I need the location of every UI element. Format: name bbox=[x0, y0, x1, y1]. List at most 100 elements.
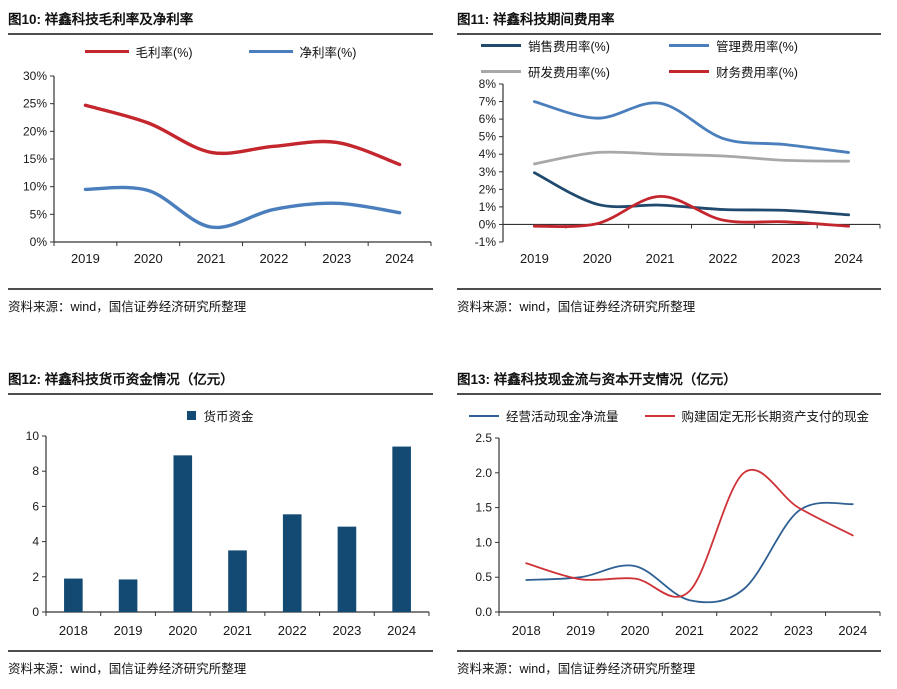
y-tick-label: 15% bbox=[23, 152, 47, 166]
y-tick-label: 6 bbox=[32, 499, 39, 513]
x-tick-label: 2022 bbox=[729, 623, 758, 638]
x-tick-label: 2020 bbox=[134, 251, 163, 266]
y-tick-label: 2.0 bbox=[475, 466, 492, 480]
x-tick-label: 2019 bbox=[114, 623, 143, 638]
y-tick-label: 2 bbox=[32, 570, 39, 584]
y-tick-label: 4% bbox=[479, 147, 497, 161]
x-tick-label: 2023 bbox=[771, 251, 800, 266]
title-rule bbox=[457, 393, 881, 395]
line-chart-margins: 0% 5% 10% 15% 20% 25% 30% 2019 2020 2021 2022 2023 2… bbox=[23, 69, 432, 266]
bar-chart-cash: 0 2 4 6 8 10 2018 2019 2020 2021 2022 2023 2024 bbox=[26, 429, 430, 638]
legend-item: 货币资金 bbox=[187, 406, 254, 425]
legend-item: 毛利率(%) bbox=[84, 42, 193, 61]
legend-line-swatch bbox=[669, 70, 709, 73]
title-rule bbox=[8, 33, 433, 35]
y-tick-label: 1.5 bbox=[475, 501, 492, 515]
y-tick-label: 0% bbox=[479, 217, 497, 231]
y-tick-label: 7% bbox=[479, 95, 497, 109]
legend-label: 管理费用率(%) bbox=[716, 40, 798, 54]
legend-label: 毛利率(%) bbox=[135, 46, 193, 60]
legend-label: 净利率(%) bbox=[299, 46, 357, 60]
y-tick-label: 10% bbox=[23, 180, 47, 194]
x-tick-label: 2023 bbox=[322, 251, 351, 266]
legend-label: 货币资金 bbox=[203, 410, 254, 424]
figure-13-cashflow-capex: 图13: 祥鑫科技现金流与资本开支情况（亿元） 经营活动现金净流量 购建固定无形长… bbox=[449, 352, 897, 689]
series-line-1 bbox=[83, 185, 402, 230]
series-line-0 bbox=[525, 501, 854, 604]
title-rule bbox=[8, 393, 433, 395]
x-tick-label: 2022 bbox=[259, 251, 288, 266]
figure-title: 图13: 祥鑫科技现金流与资本开支情况（亿元） bbox=[457, 372, 737, 387]
x-tick-label: 2021 bbox=[223, 623, 252, 638]
x-tick-label: 2021 bbox=[675, 623, 704, 638]
x-tick-label: 2020 bbox=[583, 251, 612, 266]
x-tick-label: 2023 bbox=[784, 623, 813, 638]
series-line-0 bbox=[83, 103, 402, 167]
figure-10-gross-net-margin: 图10: 祥鑫科技毛利率及净利率 毛利率(%) 净利率(%) 0% 5% 10% 15%… bbox=[0, 0, 449, 352]
y-tick-label: 5% bbox=[30, 207, 48, 221]
legend: 销售费用率(%) 管理费用率(%) 研发费用率(%) 财务费用率(%) bbox=[457, 36, 881, 81]
y-tick-label: -1% bbox=[475, 235, 497, 249]
source-note: 资料来源：wind，国信证券经济研究所整理 bbox=[8, 662, 247, 676]
x-tick-label: 2018 bbox=[512, 623, 541, 638]
title-rule bbox=[457, 33, 881, 35]
legend-line-swatch bbox=[669, 44, 709, 47]
bar-2020 bbox=[173, 455, 193, 612]
legend-item: 财务费用率(%) bbox=[669, 62, 857, 81]
source-rule bbox=[457, 288, 881, 290]
x-tick-label: 2021 bbox=[197, 251, 226, 266]
legend: 经营活动现金净流量 购建固定无形长期资产支付的现金 bbox=[457, 406, 881, 425]
series-line-2 bbox=[533, 150, 850, 166]
x-tick-label: 2019 bbox=[71, 251, 100, 266]
y-tick-label: 20% bbox=[23, 124, 47, 138]
x-tick-label: 2020 bbox=[168, 623, 197, 638]
legend-label: 销售费用率(%) bbox=[528, 40, 610, 54]
line-chart-cashflow: 0.0 0.5 1.0 1.5 2.0 2.5 2018 2019 2020 2021 2022 20… bbox=[475, 431, 881, 638]
figure-12-cash-holdings: 图12: 祥鑫科技货币资金情况（亿元） 货币资金 0 2 4 6 8 10 2018 2019… bbox=[0, 352, 449, 689]
source-note: 资料来源：wind，国信证券经济研究所整理 bbox=[457, 300, 696, 314]
y-tick-label: 8% bbox=[479, 77, 497, 91]
y-tick-label: 8 bbox=[32, 464, 39, 478]
x-tick-label: 2024 bbox=[834, 251, 863, 266]
figure-title: 图10: 祥鑫科技毛利率及净利率 bbox=[8, 12, 194, 27]
y-tick-label: 1.0 bbox=[475, 535, 492, 549]
legend-label: 研发费用率(%) bbox=[528, 66, 610, 80]
series-line-0 bbox=[533, 171, 850, 217]
legend-line-swatch bbox=[644, 414, 675, 417]
series-line-1 bbox=[525, 469, 854, 598]
y-tick-label: 5% bbox=[479, 130, 497, 144]
x-tick-label: 2020 bbox=[621, 623, 650, 638]
bar-2024 bbox=[392, 446, 411, 612]
legend: 货币资金 bbox=[8, 406, 433, 425]
y-tick-label: 6% bbox=[479, 112, 497, 126]
bar-2018 bbox=[64, 578, 83, 612]
y-tick-label: 30% bbox=[23, 69, 47, 83]
x-tick-label: 2022 bbox=[278, 623, 307, 638]
line-chart-expense-ratios: -1% 0% 1% 2% 3% 4% 5% 6% 7% 8% 2019 2020 2021 2022 202… bbox=[475, 77, 881, 266]
figure-11-expense-ratios: 图11: 祥鑫科技期间费用率 销售费用率(%) 管理费用率(%) 研发费用率(%) 财… bbox=[449, 0, 897, 352]
y-tick-label: 2% bbox=[479, 182, 497, 196]
source-note: 资料来源：wind，国信证券经济研究所整理 bbox=[8, 300, 247, 314]
x-tick-label: 2022 bbox=[708, 251, 737, 266]
legend-label: 财务费用率(%) bbox=[716, 66, 798, 80]
series-line-3 bbox=[533, 194, 850, 228]
y-tick-label: 0% bbox=[30, 235, 48, 249]
legend-label: 购建固定无形长期资产支付的现金 bbox=[681, 410, 870, 424]
legend-line-swatch bbox=[481, 70, 521, 73]
legend-item: 经营活动现金净流量 bbox=[468, 406, 619, 425]
x-tick-label: 2023 bbox=[332, 623, 361, 638]
x-tick-label: 2021 bbox=[646, 251, 675, 266]
legend-line-swatch bbox=[468, 414, 499, 417]
legend-item: 管理费用率(%) bbox=[669, 36, 857, 55]
x-tick-label: 2019 bbox=[520, 251, 549, 266]
legend-item: 研发费用率(%) bbox=[481, 62, 669, 81]
source-rule bbox=[8, 650, 433, 652]
y-tick-label: 0 bbox=[32, 605, 39, 619]
legend-item: 销售费用率(%) bbox=[481, 36, 669, 55]
bar-2019 bbox=[118, 579, 138, 612]
y-tick-label: 2.5 bbox=[475, 431, 492, 445]
legend-line-swatch bbox=[84, 50, 129, 53]
legend-line-swatch bbox=[481, 44, 521, 47]
y-tick-label: 3% bbox=[479, 165, 497, 179]
